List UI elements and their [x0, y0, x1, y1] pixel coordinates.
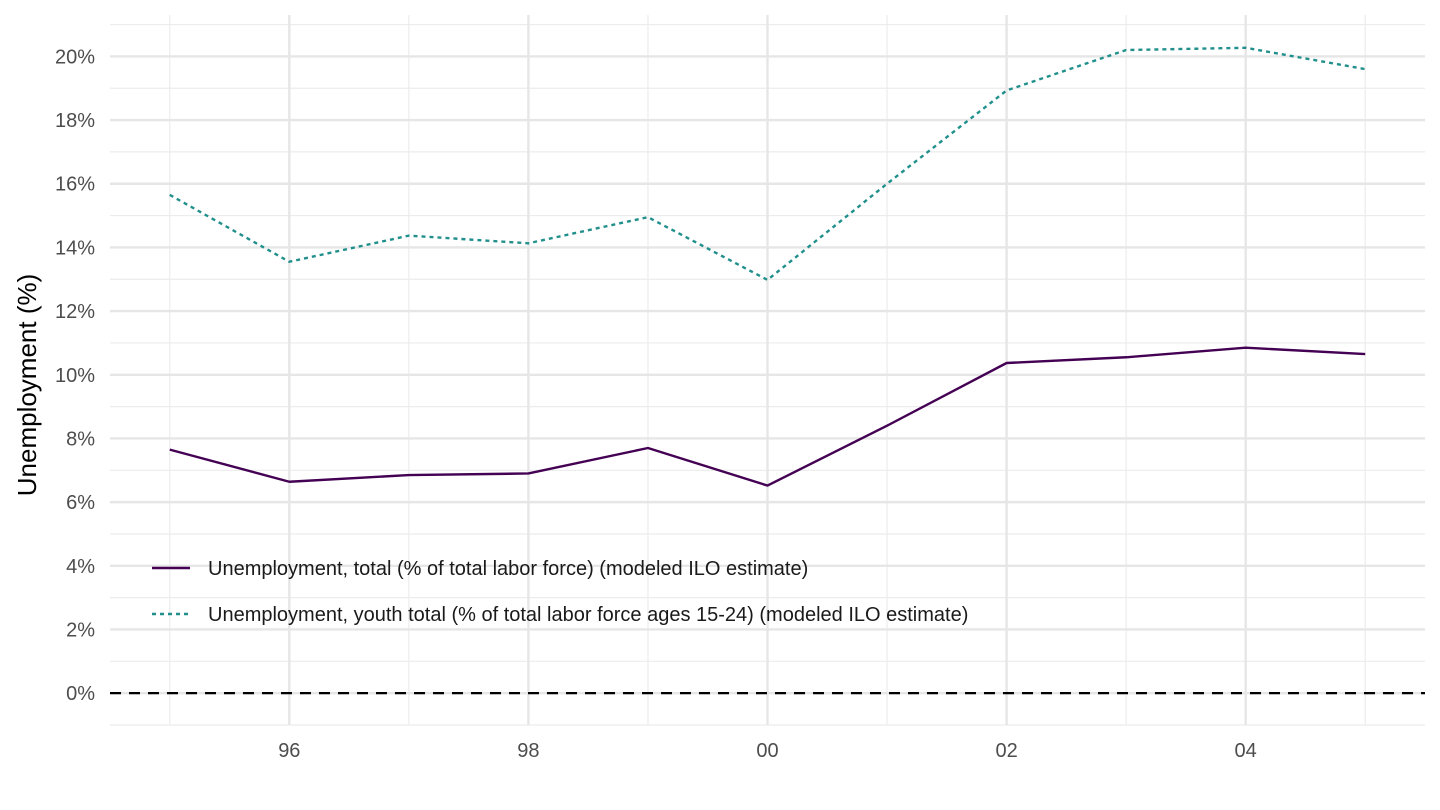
y-tick-label: 4%	[66, 556, 95, 578]
y-axis-tick-labels: 0% 2% 4% 6% 8% 10% 12% 14% 16% 18% 20%	[55, 46, 95, 705]
series-line-2	[169, 46, 1366, 282]
x-tick-label: 98	[517, 740, 539, 762]
series-line-1	[169, 346, 1366, 487]
x-tick-label: 02	[995, 740, 1017, 762]
x-tick-label: 00	[756, 740, 778, 762]
y-tick-label: 0%	[66, 683, 95, 705]
y-tick-label: 18%	[55, 110, 95, 132]
y-tick-label: 6%	[66, 492, 95, 514]
y-tick-label: 20%	[55, 46, 95, 68]
series-lines	[169, 46, 1366, 487]
x-axis-tick-labels: 96 98 00 02 04	[278, 740, 1257, 762]
y-tick-label: 14%	[55, 237, 95, 259]
y-tick-label: 8%	[66, 428, 95, 450]
x-tick-label: 96	[278, 740, 300, 762]
legend-label-1: Unemployment, total (% of total labor fo…	[208, 558, 808, 580]
legend: Unemployment, total (% of total labor fo…	[152, 558, 968, 626]
y-tick-label: 10%	[55, 365, 95, 387]
y-tick-label: 12%	[55, 301, 95, 323]
legend-label-2: Unemployment, youth total (% of total la…	[208, 604, 968, 626]
y-tick-label: 16%	[55, 174, 95, 196]
x-tick-label: 04	[1235, 740, 1257, 762]
y-axis-title: Unemployment (%)	[12, 274, 42, 497]
y-tick-label: 2%	[66, 619, 95, 641]
